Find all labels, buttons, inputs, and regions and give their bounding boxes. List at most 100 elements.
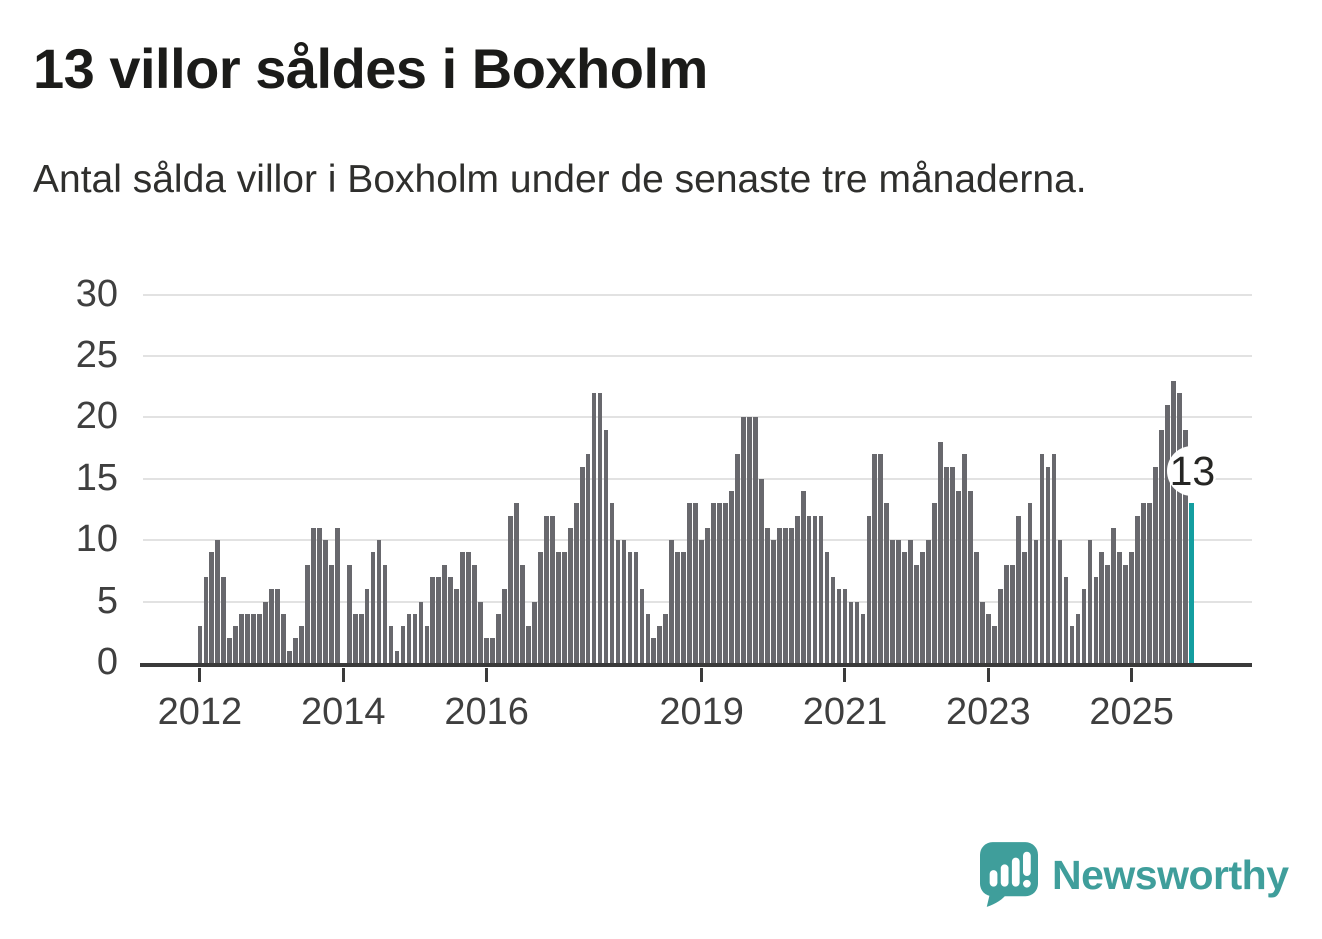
bar xyxy=(579,466,585,663)
x-axis-tick xyxy=(1130,668,1134,682)
bar xyxy=(985,613,991,663)
bar xyxy=(711,503,716,663)
bar xyxy=(1111,527,1117,663)
bar xyxy=(227,638,233,663)
bar xyxy=(376,540,382,663)
gridline-y-20 xyxy=(143,416,1252,419)
bar xyxy=(693,503,698,663)
bar xyxy=(1165,405,1170,663)
y-axis-label: 10 xyxy=(75,518,118,561)
bar xyxy=(412,613,418,663)
bar xyxy=(1021,552,1027,663)
bar xyxy=(532,601,537,663)
bar xyxy=(920,552,925,663)
bar xyxy=(514,503,519,663)
gridline-y-30 xyxy=(143,293,1252,296)
bar xyxy=(1063,577,1069,663)
bar xyxy=(944,466,949,663)
bar xyxy=(573,503,579,663)
bar xyxy=(866,515,872,663)
bar xyxy=(269,589,274,663)
bar xyxy=(281,613,286,663)
bar xyxy=(1147,503,1152,663)
x-axis-tick xyxy=(843,668,847,682)
bar xyxy=(926,540,931,663)
bar xyxy=(1183,429,1188,663)
bar xyxy=(1153,466,1158,663)
y-axis-label: 20 xyxy=(75,395,118,438)
bar xyxy=(203,577,209,663)
bar xyxy=(478,601,483,663)
bar xyxy=(406,613,412,663)
bar xyxy=(633,552,639,663)
bar xyxy=(305,564,310,663)
bar xyxy=(717,503,722,663)
bar xyxy=(812,515,818,663)
bar xyxy=(346,564,352,663)
bar xyxy=(591,392,597,663)
x-axis-label: 2021 xyxy=(802,691,888,733)
bar xyxy=(1081,589,1087,663)
bar xyxy=(890,540,896,663)
bar xyxy=(1117,552,1123,663)
bar xyxy=(597,392,603,663)
bar xyxy=(639,589,645,663)
bar xyxy=(1177,392,1182,663)
x-axis-tick xyxy=(341,668,345,682)
bar xyxy=(502,589,507,663)
newsworthy-logo[interactable]: Newsworthy xyxy=(980,842,1289,908)
bar xyxy=(908,540,914,663)
bar xyxy=(538,552,543,663)
bar xyxy=(394,650,400,663)
bar xyxy=(311,527,316,663)
x-axis-label: 2019 xyxy=(659,691,744,733)
bar xyxy=(932,503,937,663)
bar xyxy=(1069,626,1075,663)
bar xyxy=(914,564,919,663)
bar xyxy=(334,527,340,663)
bar xyxy=(842,589,848,663)
bar xyxy=(1015,515,1021,663)
bar xyxy=(448,577,454,663)
bar xyxy=(729,491,734,663)
bar xyxy=(860,613,866,663)
bar xyxy=(956,491,961,663)
bar xyxy=(854,601,860,663)
bar xyxy=(759,478,764,663)
bar xyxy=(496,613,501,663)
bar xyxy=(358,613,364,663)
bar xyxy=(251,613,256,663)
x-axis-label: 2016 xyxy=(444,691,529,733)
y-axis-label: 30 xyxy=(75,272,118,315)
bar xyxy=(741,417,746,663)
bar xyxy=(1003,564,1009,663)
bar xyxy=(1075,613,1081,663)
bar xyxy=(364,589,370,663)
bar xyxy=(1057,540,1063,663)
bar xyxy=(645,613,651,663)
bar xyxy=(484,638,489,663)
bar xyxy=(1045,466,1051,663)
bar xyxy=(233,626,239,663)
bar xyxy=(830,577,836,663)
y-axis-label: 5 xyxy=(96,579,118,622)
gridline-y-25 xyxy=(143,355,1252,357)
bar xyxy=(328,564,334,663)
bar xyxy=(962,454,967,663)
bar xyxy=(418,601,424,663)
bar xyxy=(567,527,573,663)
x-axis-label: 2012 xyxy=(157,691,243,733)
bar xyxy=(400,626,406,663)
bar xyxy=(275,589,280,663)
bar xyxy=(382,564,388,663)
bar xyxy=(794,515,800,663)
bar xyxy=(627,552,633,663)
bar xyxy=(1087,540,1093,663)
bar xyxy=(824,552,830,663)
y-axis-label: 0 xyxy=(96,641,118,683)
bar xyxy=(299,626,304,663)
bar xyxy=(388,626,394,663)
x-axis-tick xyxy=(700,668,704,682)
bar xyxy=(675,552,681,663)
bar xyxy=(836,589,842,663)
